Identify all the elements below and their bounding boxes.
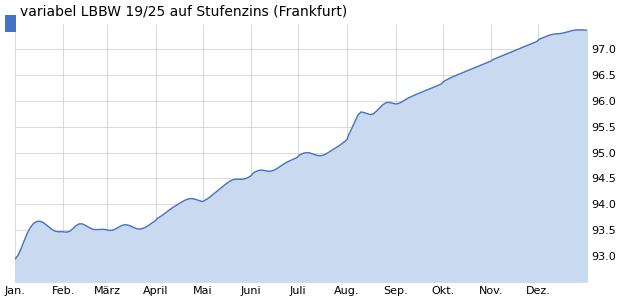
Text: variabel LBBW 19/25 auf Stufenzins (Frankfurt): variabel LBBW 19/25 auf Stufenzins (Fran… xyxy=(20,4,348,18)
